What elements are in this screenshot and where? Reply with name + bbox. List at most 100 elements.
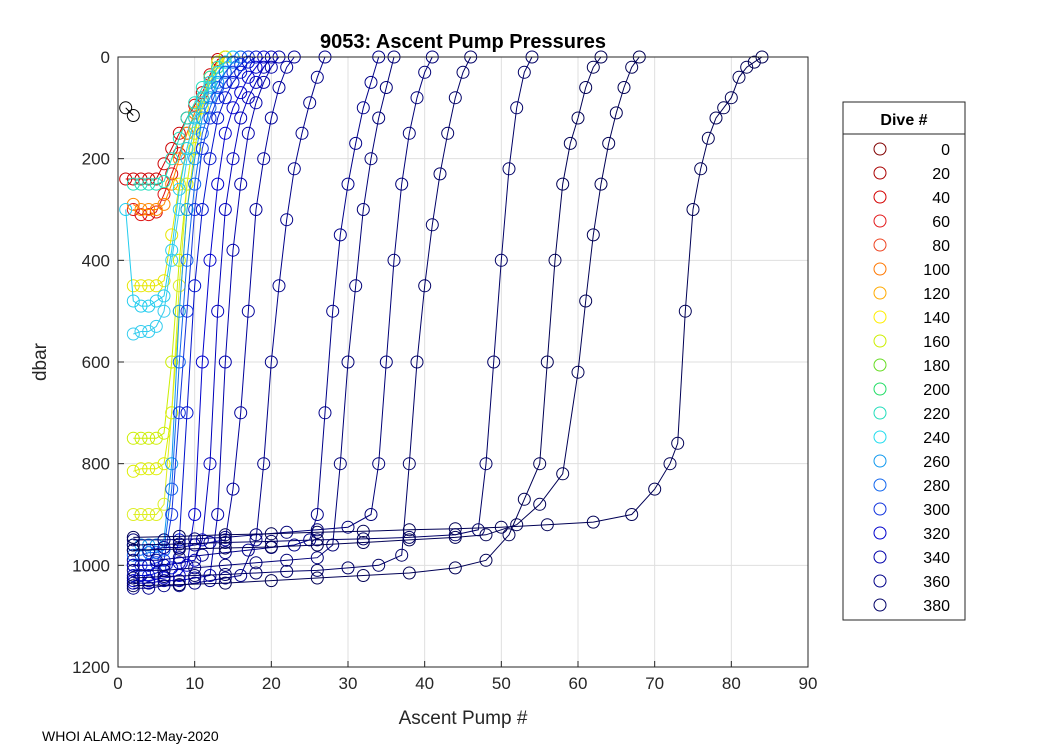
- data-point-marker: [747, 55, 761, 69]
- data-point-marker: [218, 65, 232, 79]
- data-point-marker: [234, 65, 248, 79]
- data-point-marker: [425, 218, 439, 232]
- x-tick-label: 70: [645, 674, 664, 693]
- data-point-marker: [134, 325, 148, 338]
- data-point-marker: [326, 538, 340, 552]
- data-point-marker: [157, 574, 171, 588]
- x-tick-label: 60: [569, 674, 588, 693]
- legend-marker: [873, 286, 887, 300]
- x-tick-label: 0: [113, 674, 122, 693]
- data-point-marker: [180, 406, 194, 420]
- data-point-marker: [119, 172, 133, 186]
- y-tick-label: 400: [82, 251, 110, 270]
- data-point-marker: [280, 553, 294, 567]
- data-point-marker: [448, 530, 462, 544]
- data-point-marker: [203, 253, 217, 267]
- data-point-marker: [694, 162, 708, 176]
- series-355: [126, 50, 401, 577]
- data-point-marker: [218, 576, 232, 590]
- data-point-marker: [448, 522, 462, 536]
- data-point-marker: [211, 508, 225, 521]
- data-point-marker: [372, 457, 386, 471]
- data-point-marker: [602, 136, 616, 150]
- data-point-marker: [226, 101, 240, 115]
- data-point-marker: [709, 111, 723, 125]
- data-point-marker: [180, 203, 194, 216]
- data-point-marker: [126, 579, 140, 593]
- legend-label: 380: [923, 598, 950, 615]
- x-tick-label: 50: [492, 674, 511, 693]
- data-point-marker: [418, 279, 432, 293]
- data-point-marker: [671, 436, 685, 450]
- data-point-marker: [586, 60, 600, 74]
- data-point-marker: [218, 546, 232, 560]
- data-point-marker: [287, 538, 301, 552]
- data-point-marker: [165, 482, 179, 496]
- data-point-marker: [211, 65, 225, 79]
- data-point-marker: [280, 525, 294, 539]
- x-tick-label: 90: [799, 674, 818, 693]
- x-tick-label: 10: [185, 674, 204, 693]
- legend-label: 20: [932, 166, 950, 183]
- y-axis-label: dbar: [30, 342, 51, 381]
- x-tick-label: 20: [262, 674, 281, 693]
- data-point-marker: [218, 541, 232, 555]
- data-point-marker: [364, 152, 378, 166]
- legend-label: 240: [923, 430, 950, 447]
- data-point-marker: [165, 177, 179, 191]
- data-point-marker: [579, 294, 593, 308]
- data-point-marker: [142, 325, 156, 338]
- data-point-marker: [226, 55, 240, 69]
- data-point-marker: [241, 543, 255, 557]
- data-point-marker: [165, 253, 179, 267]
- data-point-marker: [134, 177, 148, 191]
- data-point-marker: [617, 81, 631, 94]
- data-point-marker: [126, 543, 140, 557]
- data-point-marker: [234, 177, 248, 191]
- data-point-marker: [165, 167, 179, 181]
- data-point-marker: [149, 279, 163, 293]
- data-point-marker: [142, 172, 156, 186]
- data-point-marker: [149, 203, 163, 216]
- data-point-marker: [402, 566, 416, 580]
- data-point-marker: [218, 571, 232, 585]
- data-point-marker: [280, 60, 294, 74]
- legend-label: 60: [932, 214, 950, 231]
- data-point-marker: [341, 355, 355, 369]
- data-point-marker: [402, 126, 416, 140]
- data-point-marker: [188, 569, 202, 582]
- data-point-marker: [134, 203, 148, 216]
- legend-marker: [873, 238, 887, 252]
- legend-label: 140: [923, 310, 950, 327]
- data-point-marker: [195, 355, 209, 369]
- legend-marker: [873, 166, 887, 180]
- data-point-marker: [211, 81, 225, 94]
- data-point-marker: [740, 60, 754, 74]
- data-point-marker: [517, 492, 531, 506]
- series-line: [133, 56, 326, 589]
- data-point-marker: [172, 131, 186, 145]
- data-point-marker: [517, 65, 531, 79]
- data-point-marker: [180, 253, 194, 267]
- data-point-marker: [356, 101, 370, 115]
- data-point-marker: [333, 457, 347, 471]
- data-point-marker: [249, 528, 263, 542]
- data-point-marker: [172, 529, 186, 543]
- series-330: [126, 50, 278, 572]
- data-point-marker: [172, 537, 186, 551]
- data-point-marker: [272, 81, 286, 94]
- data-point-marker: [195, 142, 209, 155]
- data-point-marker: [548, 253, 562, 267]
- data-point-marker: [134, 548, 148, 562]
- axis-ticks: 0 10 20 30 40 50 60 70 80 90 0 200 400 600 800 1000 1200: [72, 48, 817, 693]
- data-point-marker: [180, 142, 194, 155]
- data-point-marker: [195, 548, 209, 562]
- data-point-marker: [341, 520, 355, 534]
- x-tick-label: 80: [722, 674, 741, 693]
- data-point-marker: [157, 304, 171, 318]
- data-point-marker: [165, 457, 179, 471]
- plot-area: 0 10 20 30 40 50 60 70 80 90 0 200 400 600 800 1000 1200: [72, 48, 817, 693]
- data-point-marker: [195, 81, 209, 94]
- data-point-marker: [126, 327, 140, 341]
